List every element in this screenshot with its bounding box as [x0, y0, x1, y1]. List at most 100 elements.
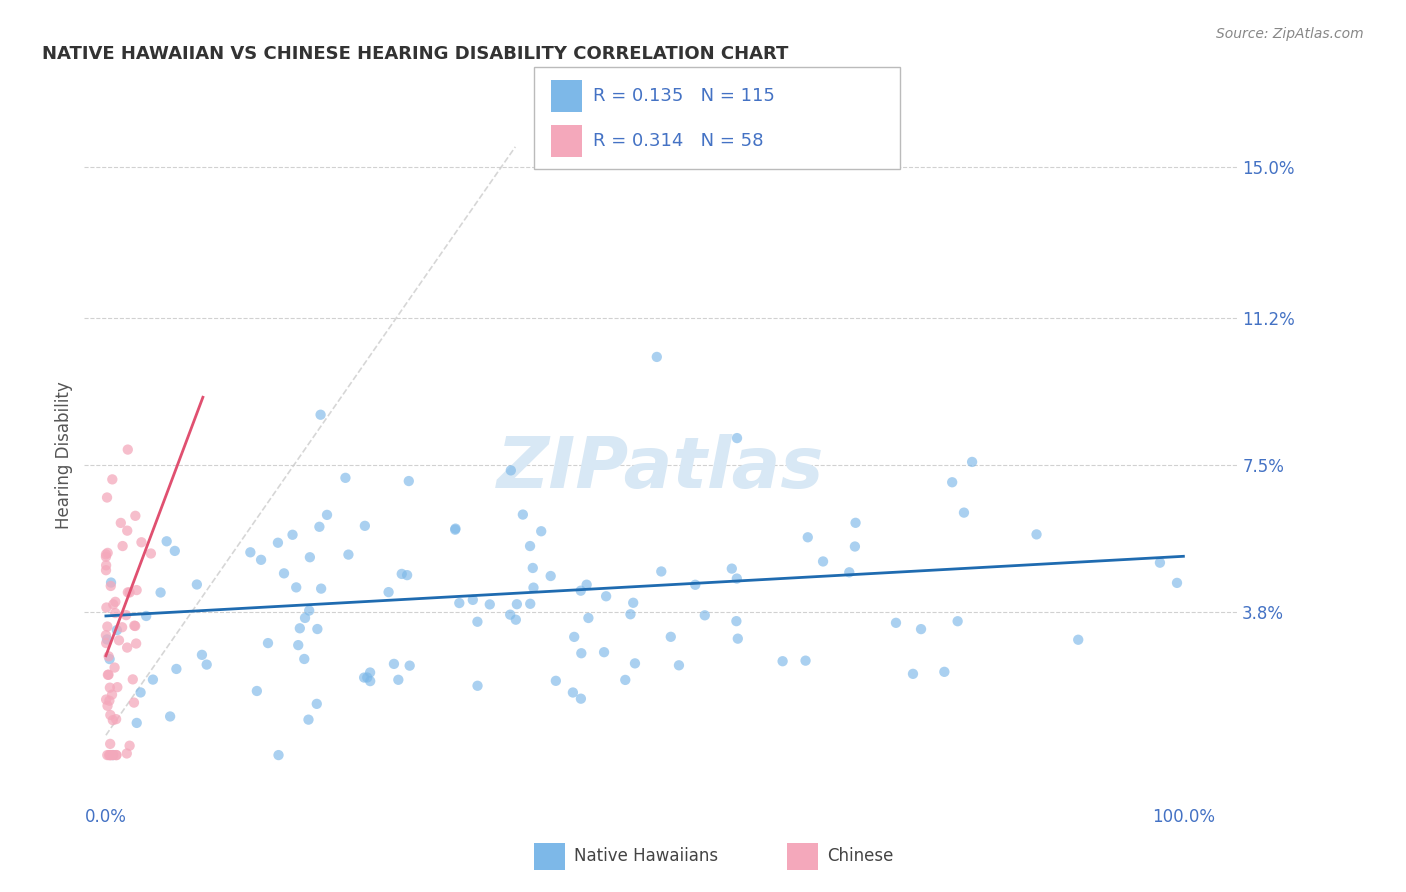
Point [96, 748, 118, 763]
Point [117, 585, 139, 599]
Point [98, 652, 121, 666]
Point [117, 442, 139, 457]
Point [1149, 556, 1171, 570]
Point [125, 636, 148, 650]
Point [838, 566, 860, 580]
Point [593, 645, 616, 659]
Point [103, 598, 125, 612]
Point [727, 632, 749, 646]
Point [901, 666, 924, 681]
Point [522, 581, 544, 595]
Point [149, 585, 172, 599]
Point [98, 694, 121, 708]
Point [720, 561, 742, 575]
Point [97, 667, 120, 681]
Point [1025, 527, 1047, 541]
Point [273, 566, 295, 581]
Point [94, 692, 117, 706]
Point [98, 748, 121, 763]
Point [650, 565, 672, 579]
Point [307, 622, 329, 636]
Point [356, 671, 378, 685]
Point [125, 715, 148, 730]
Point [645, 350, 668, 364]
Point [124, 508, 146, 523]
Text: R = 0.135   N = 115: R = 0.135 N = 115 [593, 87, 775, 104]
Point [125, 583, 148, 598]
Point [624, 657, 647, 671]
Point [668, 658, 690, 673]
Point [725, 572, 748, 586]
Point [946, 614, 969, 628]
Point [96, 600, 118, 615]
Point [305, 697, 328, 711]
Point [308, 520, 330, 534]
Point [104, 606, 127, 620]
Point [561, 685, 583, 699]
Point [108, 633, 131, 648]
Point [540, 569, 562, 583]
Point [884, 615, 907, 630]
Point [124, 618, 146, 632]
Point [101, 688, 124, 702]
Point [281, 528, 304, 542]
Point [444, 522, 467, 536]
Point [576, 611, 599, 625]
Point [186, 577, 208, 591]
Point [101, 713, 124, 727]
Point [94, 628, 117, 642]
Text: Native Hawaiians: Native Hawaiians [574, 847, 718, 865]
Point [96, 636, 118, 650]
Point [105, 712, 128, 726]
Point [118, 585, 141, 599]
Point [387, 673, 409, 687]
Point [621, 596, 644, 610]
Point [94, 549, 117, 564]
Point [1067, 632, 1090, 647]
Text: ZIPatlas: ZIPatlas [498, 434, 824, 503]
Point [100, 748, 122, 763]
Point [96, 491, 118, 505]
Point [97, 546, 120, 560]
Text: Source: ZipAtlas.com: Source: ZipAtlas.com [1216, 27, 1364, 41]
Point [294, 611, 316, 625]
Point [467, 679, 489, 693]
Point [96, 619, 118, 633]
Point [97, 649, 120, 664]
Point [135, 609, 157, 624]
Point [100, 579, 122, 593]
Point [124, 619, 146, 633]
Point [359, 674, 381, 689]
Point [569, 691, 592, 706]
Point [115, 640, 138, 655]
Text: NATIVE HAWAIIAN VS CHINESE HEARING DISABILITY CORRELATION CHART: NATIVE HAWAIIAN VS CHINESE HEARING DISAB… [42, 45, 789, 62]
Point [499, 463, 522, 477]
Point [111, 539, 134, 553]
Point [478, 598, 501, 612]
Point [163, 544, 186, 558]
Point [103, 660, 125, 674]
Point [165, 662, 187, 676]
Point [522, 561, 544, 575]
Point [499, 607, 522, 622]
Point [772, 654, 794, 668]
Point [250, 553, 273, 567]
Point [101, 748, 124, 763]
Point [569, 583, 592, 598]
Point [156, 534, 179, 549]
Point [512, 508, 534, 522]
Point [129, 685, 152, 699]
Point [359, 665, 381, 680]
Y-axis label: Hearing Disability: Hearing Disability [55, 381, 73, 529]
Point [316, 508, 339, 522]
Point [239, 545, 262, 559]
Point [142, 673, 165, 687]
Point [335, 471, 357, 485]
Point [382, 657, 405, 671]
Point [101, 472, 124, 486]
Point [569, 646, 592, 660]
Point [103, 748, 125, 763]
Point [725, 614, 748, 628]
Point [941, 475, 963, 490]
Point [337, 548, 360, 562]
